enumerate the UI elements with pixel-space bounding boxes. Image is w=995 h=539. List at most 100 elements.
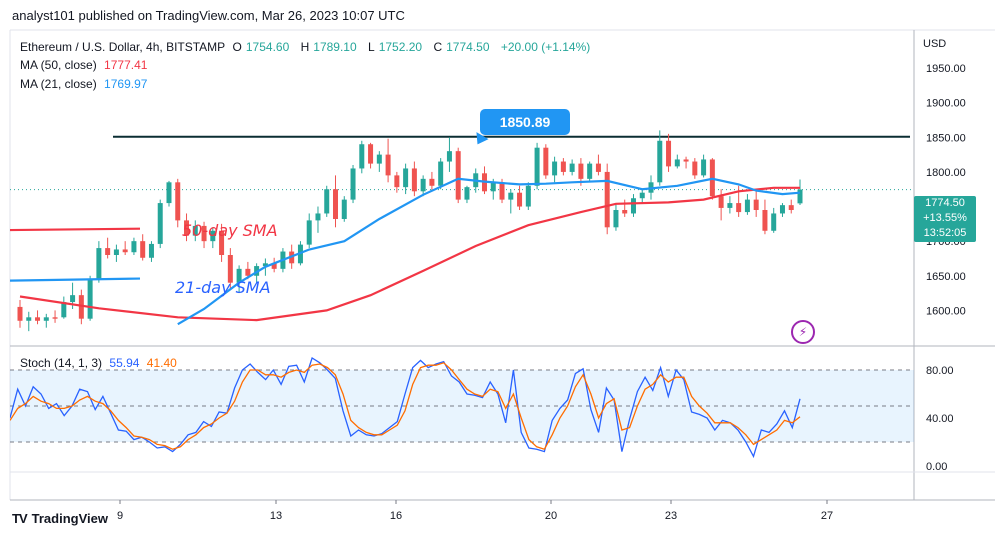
time-tick-label: 13 — [270, 510, 282, 522]
ma50-legend[interactable]: MA (50, close) 1777.41 — [20, 58, 151, 72]
candle-body — [113, 249, 119, 255]
flash-icon[interactable]: ⚡ — [791, 320, 815, 344]
candle-body — [622, 210, 628, 214]
candle-body — [245, 268, 251, 276]
candle-body — [61, 302, 67, 318]
candle-body — [35, 317, 41, 321]
candle-body — [446, 151, 452, 162]
candle-body — [26, 317, 32, 321]
sma21-annotation-line — [10, 277, 141, 282]
price-tick-label: 1600.00 — [926, 305, 966, 317]
last-change: +13.55% — [923, 212, 967, 224]
stoch-label: Stoch (14, 1, 3) — [20, 356, 103, 370]
ohlc-high: H 1789.10 — [300, 40, 357, 54]
symbol-name: Ethereum / U.S. Dollar, 4h, BITSTAMP — [20, 40, 226, 54]
candle-body — [403, 168, 409, 188]
candle-body — [595, 163, 601, 172]
candle-body — [508, 192, 514, 200]
candle-body — [525, 185, 531, 207]
candle-body — [368, 144, 374, 164]
candle-body — [394, 175, 400, 188]
candle-body — [534, 147, 540, 186]
candle-body — [140, 241, 146, 258]
candle-body — [70, 295, 76, 303]
resistance-callout: 1850.89 — [480, 109, 570, 135]
candle-body — [236, 268, 242, 283]
candle-body — [78, 295, 84, 319]
time-tick-label: 16 — [390, 510, 402, 522]
candle-body — [306, 220, 312, 245]
candle-body — [148, 243, 154, 258]
price-tick-label: 1950.00 — [926, 63, 966, 75]
stoch-plot — [10, 357, 801, 459]
price-tick-label: 1650.00 — [926, 271, 966, 283]
candle-body — [464, 187, 470, 200]
candle-body — [227, 255, 233, 283]
ohlc-low: L 1752.20 — [368, 40, 423, 54]
candle-body — [543, 147, 549, 176]
candle-body — [517, 192, 523, 207]
stoch-legend[interactable]: Stoch (14, 1, 3) 55.94 41.40 — [20, 356, 181, 370]
candle-body — [210, 230, 216, 242]
candle-body — [604, 171, 610, 228]
price-tick-label: 1900.00 — [926, 98, 966, 110]
candle-body — [385, 154, 391, 176]
currency-label: USD — [923, 38, 947, 50]
last-price: 1774.50 — [925, 197, 965, 209]
candle-body — [175, 182, 181, 221]
candle-body — [17, 306, 23, 321]
stoch-tick-label: 0.00 — [926, 461, 947, 473]
candle-body — [271, 263, 277, 269]
candle-body — [569, 163, 575, 172]
candle-body — [105, 248, 111, 255]
candle-body — [87, 279, 93, 319]
candle-body — [771, 213, 777, 231]
candle-body — [753, 199, 759, 210]
stoch-k-value: 55.94 — [109, 356, 140, 370]
stoch-d-value: 41.40 — [146, 356, 177, 370]
bar-countdown: 13:52:05 — [923, 227, 967, 239]
symbol-legend: Ethereum / U.S. Dollar, 4h, BITSTAMP O 17… — [20, 40, 594, 54]
stoch-d-line — [10, 362, 801, 450]
candle-body — [797, 189, 803, 204]
candle-body — [552, 161, 558, 176]
candle-body — [727, 203, 733, 208]
ohlc-change: +20.00 (+1.14%) — [500, 40, 591, 54]
candle-body — [262, 263, 268, 267]
time-tick-label: 20 — [545, 510, 557, 522]
candle-body — [166, 182, 172, 204]
tradingview-logo-icon: TV — [12, 511, 28, 526]
ma21-value: 1769.97 — [104, 77, 148, 91]
ma21-legend[interactable]: MA (21, close) 1769.97 — [20, 77, 151, 91]
candle-body — [736, 203, 742, 213]
brand-name: TradingView — [31, 511, 108, 526]
price-tick-label: 1850.00 — [926, 132, 966, 144]
sma21-annotation: 21-day SMA — [175, 278, 271, 297]
candle-body — [376, 154, 382, 164]
header-bar: analyst101 published on TradingView.com,… — [0, 0, 995, 30]
candle-body — [657, 140, 663, 183]
stoch-tick-label: 80.00 — [926, 365, 954, 377]
sma50-annotation: 50-day SMA — [182, 221, 278, 240]
ma21-line — [177, 177, 801, 326]
candle-body — [201, 225, 207, 242]
candle-body — [578, 163, 584, 179]
candle-body — [744, 199, 750, 213]
candle-body — [683, 159, 689, 162]
last-price-tag: 1774.50 +13.55% 13:52:05 — [914, 196, 976, 242]
price-plot — [10, 130, 914, 332]
ohlc-open: O 1754.60 — [232, 40, 290, 54]
stoch-tick-label: 40.00 — [926, 413, 954, 425]
candle-body — [499, 182, 505, 200]
candle-body — [701, 159, 707, 176]
candle-body — [411, 168, 417, 192]
candle-body — [639, 192, 645, 199]
ma21-label: MA (21, close) — [20, 77, 97, 91]
candle-body — [359, 144, 365, 169]
ma50-value: 1777.41 — [104, 58, 148, 72]
candle-body — [131, 241, 137, 253]
candle-body — [613, 210, 619, 228]
tradingview-brand[interactable]: TV TradingView — [12, 511, 108, 526]
candle-body — [788, 205, 794, 210]
